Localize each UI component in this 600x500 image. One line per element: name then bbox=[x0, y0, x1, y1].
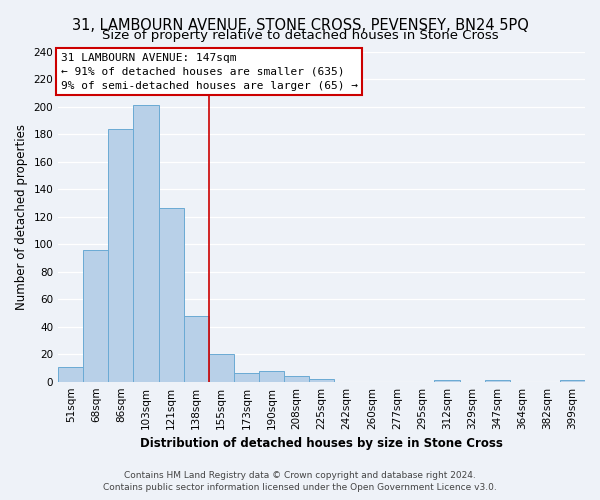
Bar bbox=[284, 376, 309, 382]
Text: Size of property relative to detached houses in Stone Cross: Size of property relative to detached ho… bbox=[101, 29, 499, 42]
Bar bbox=[434, 380, 460, 382]
Bar bbox=[184, 316, 209, 382]
Bar bbox=[109, 128, 133, 382]
Text: Contains HM Land Registry data © Crown copyright and database right 2024.
Contai: Contains HM Land Registry data © Crown c… bbox=[103, 471, 497, 492]
Bar bbox=[58, 366, 83, 382]
Y-axis label: Number of detached properties: Number of detached properties bbox=[15, 124, 28, 310]
Bar bbox=[485, 380, 510, 382]
Bar bbox=[209, 354, 234, 382]
Text: 31 LAMBOURN AVENUE: 147sqm
← 91% of detached houses are smaller (635)
9% of semi: 31 LAMBOURN AVENUE: 147sqm ← 91% of deta… bbox=[61, 53, 358, 91]
Bar bbox=[83, 250, 109, 382]
Bar bbox=[560, 380, 585, 382]
Bar bbox=[158, 208, 184, 382]
Bar bbox=[259, 370, 284, 382]
X-axis label: Distribution of detached houses by size in Stone Cross: Distribution of detached houses by size … bbox=[140, 437, 503, 450]
Bar bbox=[133, 105, 158, 382]
Text: 31, LAMBOURN AVENUE, STONE CROSS, PEVENSEY, BN24 5PQ: 31, LAMBOURN AVENUE, STONE CROSS, PEVENS… bbox=[71, 18, 529, 32]
Bar bbox=[309, 379, 334, 382]
Bar bbox=[234, 374, 259, 382]
